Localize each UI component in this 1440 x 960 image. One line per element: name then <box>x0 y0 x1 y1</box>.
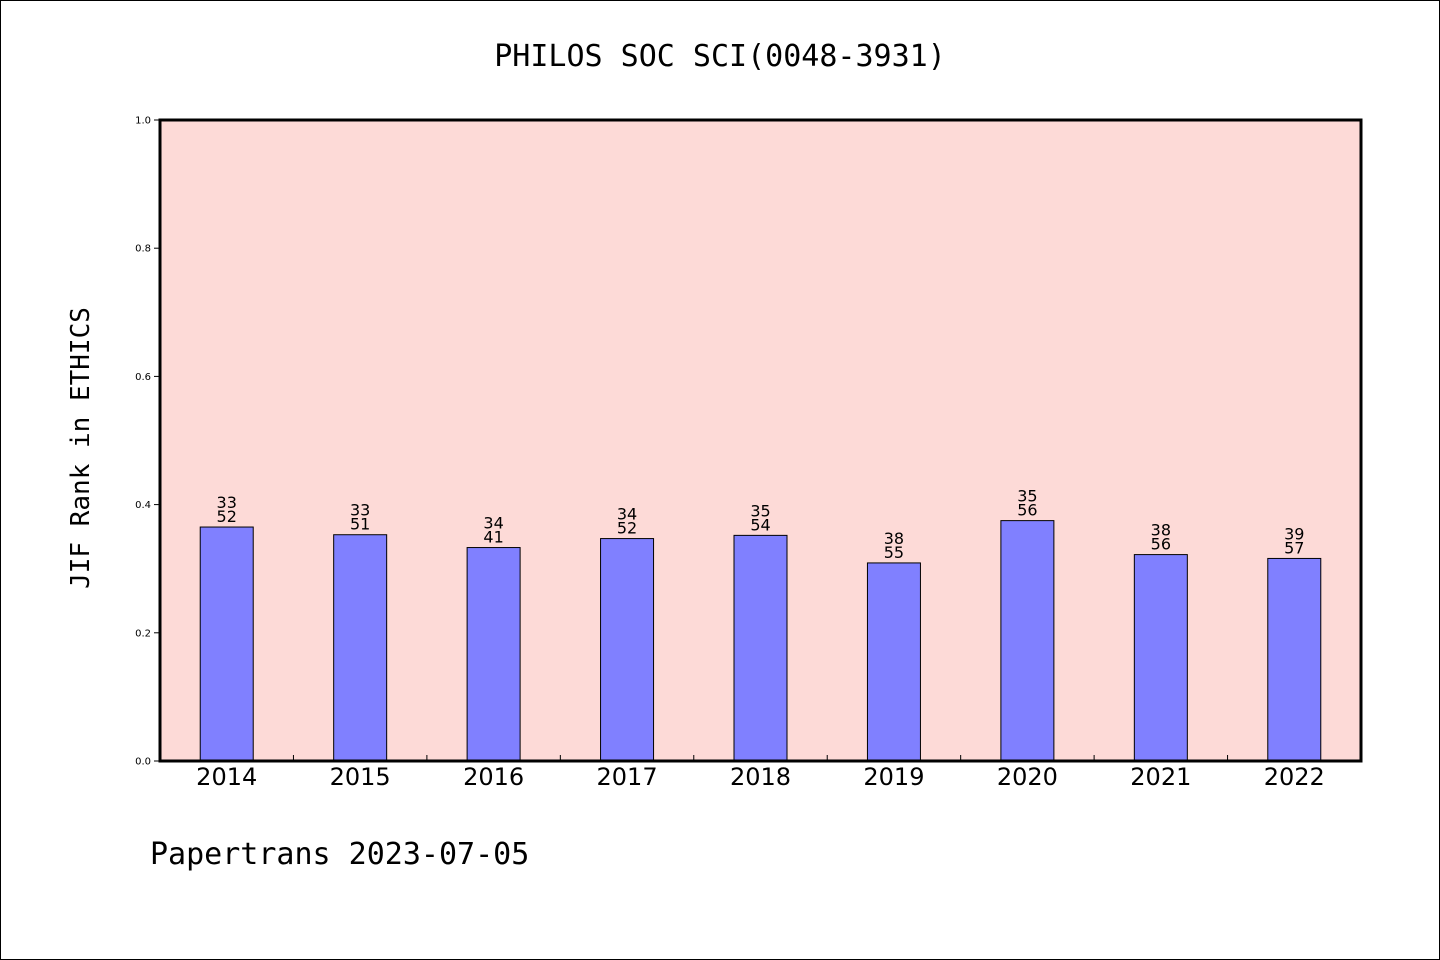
bar-2014 <box>199 526 254 762</box>
y-tick-label: 0.0 <box>135 757 151 768</box>
y-tick-label: 0.6 <box>135 372 151 383</box>
bar-2018 <box>733 534 788 762</box>
x-tick-label-2019: 2019 <box>863 763 924 791</box>
x-tick-label-2021: 2021 <box>1130 763 1191 791</box>
data-label-top-2015: 33 <box>350 501 370 520</box>
bar-2016 <box>466 547 521 762</box>
data-label-bottom-2016: 41 <box>483 528 503 547</box>
x-tick-label-2018: 2018 <box>730 763 791 791</box>
y-tick-label: 0.2 <box>135 628 151 639</box>
bar-2017 <box>600 538 655 762</box>
data-label-top-2017: 34 <box>617 505 637 524</box>
x-tick-label-2020: 2020 <box>997 763 1058 791</box>
y-tick-label: 0.8 <box>135 244 151 255</box>
footer-text: Papertrans 2023-07-05 <box>150 837 529 872</box>
data-label-bottom-2019: 55 <box>884 543 904 562</box>
data-label-bottom-2020: 56 <box>1017 501 1037 520</box>
x-tick-label-2022: 2022 <box>1264 763 1325 791</box>
bar-2015 <box>333 534 388 762</box>
chart-title: PHILOS SOC SCI(0048-3931) <box>494 39 946 74</box>
data-label-top-2016: 34 <box>483 514 503 533</box>
ticks-group: 2014 2015 2016 2017 2018 2019 2020 2021 2022 0.0 0… <box>135 116 1325 792</box>
bar-2022 <box>1267 557 1322 762</box>
data-label-bottom-2015: 51 <box>350 515 370 534</box>
data-label-top-2022: 39 <box>1284 524 1304 543</box>
x-tick-label-2015: 2015 <box>330 763 391 791</box>
y-tick-label: 0.4 <box>135 500 151 511</box>
data-label-top-2014: 33 <box>217 493 237 512</box>
data-label-bottom-2018: 54 <box>750 515 770 534</box>
data-label-bottom-2022: 57 <box>1284 538 1304 557</box>
bar-2019 <box>866 562 921 762</box>
data-label-bottom-2017: 52 <box>617 519 637 538</box>
y-tick-label: 1.0 <box>135 116 151 127</box>
data-label-top-2021: 38 <box>1151 521 1171 540</box>
bar-2020 <box>1000 520 1055 762</box>
y-axis-label: JIF Rank in ETHICS <box>66 307 96 589</box>
x-tick-label-2017: 2017 <box>597 763 658 791</box>
x-tick-label-2014: 2014 <box>196 763 257 791</box>
data-label-bottom-2021: 56 <box>1151 535 1171 554</box>
bar-2021 <box>1133 554 1188 762</box>
data-label-bottom-2014: 52 <box>217 507 237 526</box>
plot-border <box>158 118 1363 763</box>
data-label-top-2019: 38 <box>884 529 904 548</box>
data-label-top-2018: 35 <box>750 501 770 520</box>
x-tick-label-2016: 2016 <box>463 763 524 791</box>
data-label-top-2020: 35 <box>1017 487 1037 506</box>
